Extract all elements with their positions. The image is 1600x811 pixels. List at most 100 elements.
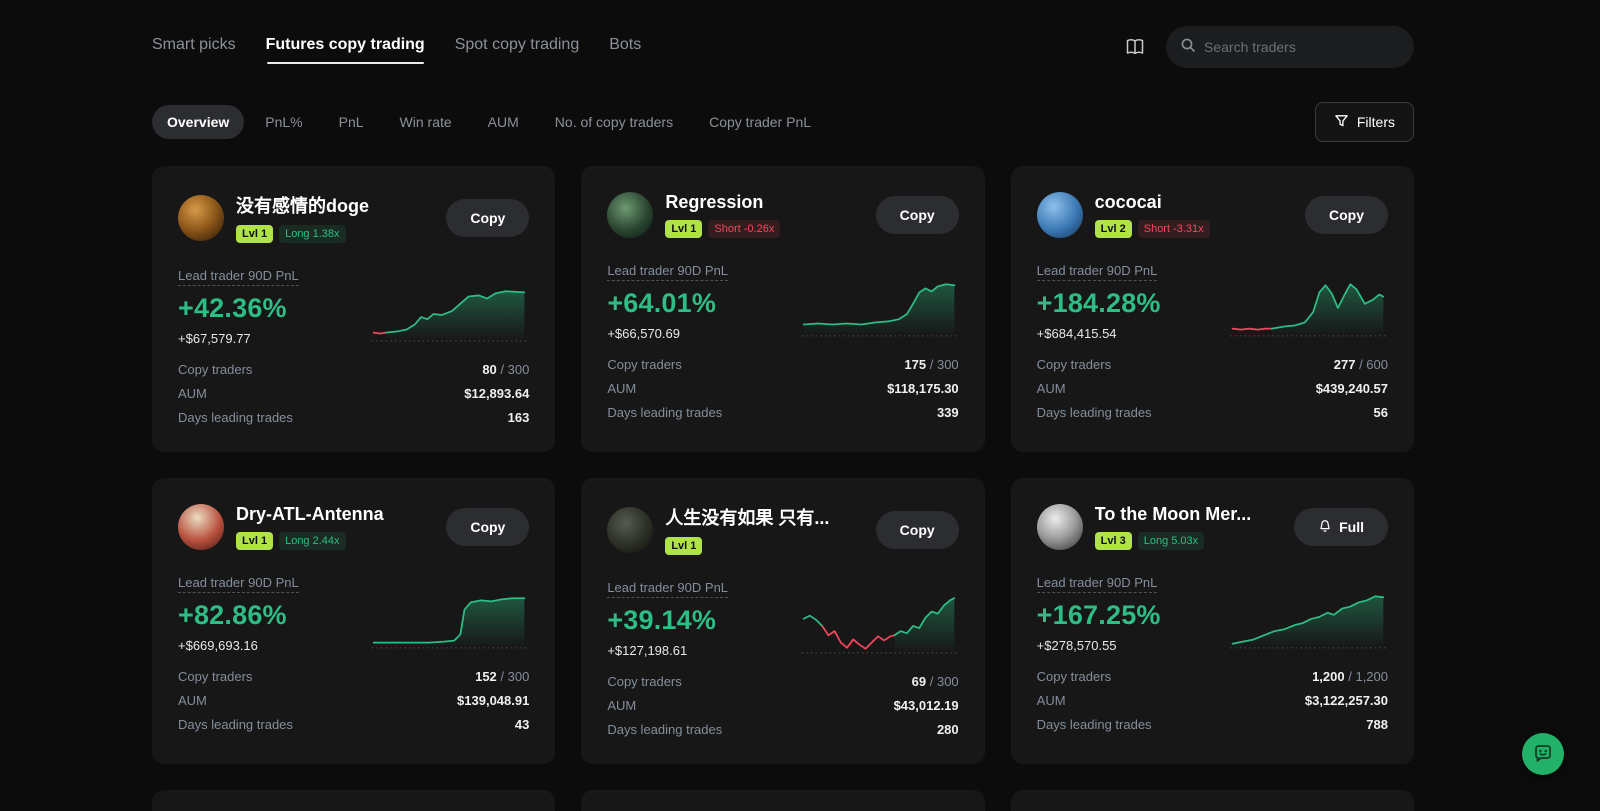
pnl-label: Lead trader 90D PnL xyxy=(178,575,299,593)
days-leading-label: Days leading trades xyxy=(1036,405,1152,420)
aum-label: AUM xyxy=(607,698,637,713)
search-traders-box xyxy=(1166,26,1414,68)
trader-card[interactable]: 人生没有如果 只有... Lvl 1 Copy Lead trader 90D … xyxy=(581,478,985,764)
tab-spot-copy-trading[interactable]: Spot copy trading xyxy=(454,36,580,53)
filter-win-rate[interactable]: Win rate xyxy=(399,114,452,130)
pnl-percent: +82.86% xyxy=(178,600,287,630)
pnl-usd: +$684,415.54 xyxy=(1036,326,1117,341)
avatar[interactable] xyxy=(178,194,224,241)
aum-value: $12,893.64 xyxy=(464,386,530,401)
copy-button[interactable]: Copy xyxy=(446,508,530,546)
filter-copy-trader-pnl[interactable]: Copy trader PnL xyxy=(709,114,812,130)
aum-label: AUM xyxy=(1036,381,1066,396)
level-badge: Lvl 1 xyxy=(665,220,703,238)
pnl-percent: +64.01% xyxy=(607,288,717,318)
pnl-sparkline xyxy=(801,283,957,337)
position-badge: Long 5.03x xyxy=(1137,532,1205,550)
support-chat-button[interactable] xyxy=(1522,733,1564,775)
top-bar: Smart picks Futures copy trading Spot co… xyxy=(152,0,1414,68)
days-leading-label: Days leading trades xyxy=(178,717,293,732)
copy-traders-value: 1,200 / 1,200 xyxy=(1312,669,1388,684)
pnl-sparkline xyxy=(1230,283,1386,337)
days-leading-label: Days leading trades xyxy=(607,722,723,737)
pnl-percent: +184.28% xyxy=(1036,288,1161,318)
avatar[interactable] xyxy=(607,506,654,553)
position-badge: Short -0.26x xyxy=(708,220,781,238)
trader-name[interactable]: 没有感情的doge xyxy=(236,196,369,216)
trader-name[interactable]: Dry-ATL-Antenna xyxy=(236,504,384,524)
aum-value: $139,048.91 xyxy=(457,693,530,708)
aum-value: $3,122,257.30 xyxy=(1304,693,1388,708)
position-badge: Short -3.31x xyxy=(1137,220,1210,238)
filter-pnl[interactable]: PnL xyxy=(338,114,364,130)
trader-name[interactable]: 人生没有如果 只有... xyxy=(665,508,830,528)
avatar[interactable] xyxy=(607,192,654,238)
guide-book-icon[interactable] xyxy=(1122,34,1148,60)
trader-name[interactable]: cococai xyxy=(1094,192,1162,212)
aum-label: AUM xyxy=(178,693,207,708)
full-notify-button[interactable]: Full xyxy=(1294,508,1388,546)
aum-value: $43,012.19 xyxy=(893,698,959,713)
trader-card[interactable]: Dry-ATL-Antenna Lvl 1 Long 2.44x Copy Le… xyxy=(152,478,556,764)
pnl-label: Lead trader 90D PnL xyxy=(178,268,299,286)
copy-traders-value: 80 / 300 xyxy=(482,362,530,377)
trader-card[interactable]: cococai Lvl 2 Short -3.31x Copy Lead tra… xyxy=(1010,166,1414,452)
trader-card[interactable]: Regression Lvl 1 Short -0.26x Copy Lead … xyxy=(581,166,985,452)
avatar[interactable] xyxy=(1036,192,1083,238)
pnl-sparkline xyxy=(1230,595,1386,649)
trader-card-partial[interactable] xyxy=(1010,790,1414,811)
copy-traders-label: Copy traders xyxy=(178,669,253,684)
pnl-usd: +$278,570.55 xyxy=(1036,638,1117,653)
level-badge: Lvl 1 xyxy=(665,537,703,555)
copy-button[interactable]: Copy xyxy=(875,510,959,549)
filter-row: Overview PnL% PnL Win rate AUM No. of co… xyxy=(152,102,1414,142)
copy-traders-label: Copy traders xyxy=(1036,669,1112,684)
copy-button[interactable]: Copy xyxy=(875,196,959,234)
pnl-usd: +$127,198.61 xyxy=(607,643,688,658)
pnl-label: Lead trader 90D PnL xyxy=(607,580,729,598)
position-badge: Long 2.44x xyxy=(279,532,346,550)
days-leading-value: 56 xyxy=(1373,405,1388,420)
copy-button[interactable]: Copy xyxy=(446,198,530,237)
search-input[interactable] xyxy=(1204,39,1384,55)
pnl-usd: +$669,693.16 xyxy=(178,638,258,653)
copy-button[interactable]: Copy xyxy=(1305,196,1388,234)
level-badge: Lvl 1 xyxy=(236,225,274,243)
aum-label: AUM xyxy=(607,381,637,396)
pnl-label: Lead trader 90D PnL xyxy=(1036,575,1158,593)
filter-overview[interactable]: Overview xyxy=(152,105,245,139)
tab-bots[interactable]: Bots xyxy=(609,36,642,53)
pnl-usd: +$67,579.77 xyxy=(178,331,251,346)
funnel-icon xyxy=(1334,113,1349,131)
days-leading-value: 163 xyxy=(507,410,530,425)
aum-value: $439,240.57 xyxy=(1315,381,1388,396)
copy-traders-value: 152 / 300 xyxy=(475,669,530,684)
filter-aum[interactable]: AUM xyxy=(487,114,519,130)
filters-button[interactable]: Filters xyxy=(1314,102,1414,142)
level-badge: Lvl 3 xyxy=(1094,532,1132,550)
copy-traders-label: Copy traders xyxy=(178,362,253,377)
days-leading-value: 43 xyxy=(514,717,530,732)
avatar[interactable] xyxy=(1036,504,1083,550)
avatar[interactable] xyxy=(178,504,224,550)
trader-card[interactable]: 没有感情的doge Lvl 1 Long 1.38x Copy Lead tra… xyxy=(152,166,556,452)
pnl-usd: +$66,570.69 xyxy=(607,326,680,341)
copy-traders-value: 175 / 300 xyxy=(904,357,959,372)
trader-name[interactable]: To the Moon Mer... xyxy=(1094,504,1252,524)
position-badge: Long 1.38x xyxy=(279,225,346,243)
filter-pnl-percent[interactable]: PnL% xyxy=(265,114,303,130)
pnl-sparkline xyxy=(371,290,527,342)
sort-pills: Overview PnL% PnL Win rate AUM No. of co… xyxy=(152,105,826,139)
trader-card[interactable]: To the Moon Mer... Lvl 3 Long 5.03x Full xyxy=(1010,478,1414,764)
aum-value: $118,175.30 xyxy=(887,381,959,396)
days-leading-label: Days leading trades xyxy=(178,410,293,425)
days-leading-value: 339 xyxy=(936,405,959,420)
tab-futures-copy-trading[interactable]: Futures copy trading xyxy=(266,36,425,64)
filter-copy-traders[interactable]: No. of copy traders xyxy=(554,114,674,130)
trader-card-grid: 没有感情的doge Lvl 1 Long 1.38x Copy Lead tra… xyxy=(152,166,1414,811)
trader-name[interactable]: Regression xyxy=(665,192,764,212)
level-badge: Lvl 1 xyxy=(236,532,274,550)
tab-smart-picks[interactable]: Smart picks xyxy=(152,36,236,53)
trader-card-partial[interactable] xyxy=(581,790,985,811)
trader-card-partial[interactable] xyxy=(152,790,556,811)
